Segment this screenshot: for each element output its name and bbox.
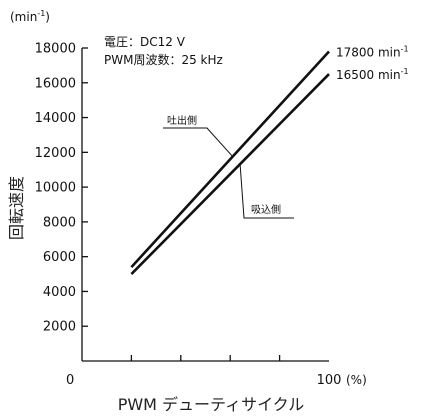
series-leader-1 [163,127,234,157]
x-ticks: 0 100 [66,355,341,388]
y-tick-label: 12000 [35,146,76,161]
series-name-label: 吐出側 [167,114,197,127]
series-line-2 [130,73,330,275]
x-unit-label: (%) [346,373,367,387]
y-ticks: 2000 4000 6000 8000 10000 12000 14000 16000 1800… [35,42,88,335]
y-tick-label: 14000 [35,111,76,126]
y-tick-label: 8000 [43,215,76,230]
y-tick-label: 16000 [35,76,76,91]
condition-pwm-frequency: PWM周波数：25 kHz [104,52,223,67]
y-tick-label: 18000 [35,42,76,57]
series-line-1 [130,50,330,268]
series-name-label: 吸込側 [251,203,281,216]
condition-voltage: 電圧：DC12 V [104,35,186,49]
y-tick-label: 6000 [43,250,76,265]
y-tick-label: 4000 [43,285,76,300]
x-tick-label: 100 [317,373,342,388]
series-end-label: 16500 min-1 [336,67,409,82]
series-end-label: 17800 min-1 [336,44,409,59]
series-leader-2 [239,164,294,219]
y-tick-label: 10000 [35,181,76,196]
y-unit-label: (min-1) [10,9,50,24]
x-tick-label: 0 [66,373,74,388]
y-tick-label: 2000 [43,320,76,335]
y-axis-label: 回転速度 [7,176,26,240]
x-axis-label: PWM デューティサイクル [118,395,305,414]
